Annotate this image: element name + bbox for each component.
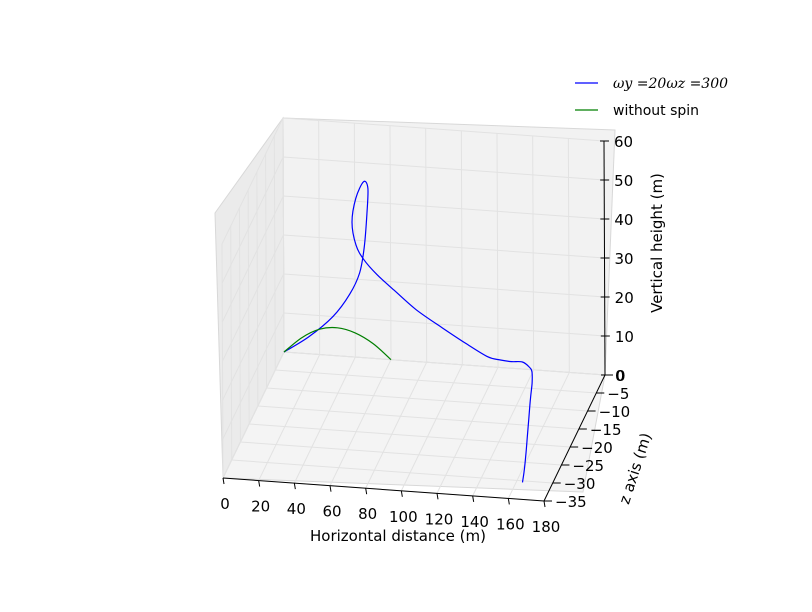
grid-line	[231, 459, 553, 484]
z-tick-label: 30	[615, 250, 634, 268]
z-tick-label: 40	[614, 211, 633, 229]
y-tick-label: −15	[590, 421, 622, 439]
grid-line	[275, 369, 597, 394]
x-tick	[507, 498, 510, 505]
series-line-spin	[283, 180, 533, 483]
vertical-axis: 0 10 20 30 40 50 60	[600, 133, 634, 385]
grid-line	[221, 117, 284, 245]
x-tick-label: 80	[358, 505, 377, 523]
grid-line	[283, 273, 605, 298]
x-tick-label: 0	[220, 495, 230, 513]
z-tick-label: 0	[615, 367, 625, 385]
grid-line	[266, 387, 588, 412]
grid-line	[222, 273, 285, 401]
grid-line	[282, 117, 605, 142]
x-tick	[472, 495, 475, 502]
series-layer	[283, 180, 533, 483]
x-axis-line	[222, 477, 545, 502]
y-tick-label: −20	[581, 439, 613, 457]
x-tick-label: 20	[251, 498, 270, 516]
x-tick	[365, 488, 368, 495]
x-tick	[400, 490, 403, 497]
y-tick-label: −25	[572, 457, 604, 475]
grid-line	[222, 312, 285, 440]
x-tick	[258, 480, 261, 487]
x-tick-label: 180	[532, 518, 561, 536]
z-tick-label: 20	[615, 289, 634, 307]
y-tick-label: −10	[599, 403, 631, 421]
legend-label-spin: ωy =20ωz =300	[613, 76, 728, 92]
y-tick-label: 0	[616, 367, 626, 385]
grid-line	[221, 156, 284, 284]
y-tick-label: −5	[607, 385, 629, 403]
legend-label-nospin: without spin	[613, 103, 699, 119]
grid-line	[283, 156, 605, 181]
grid-line	[283, 351, 606, 376]
z-tick-label: 10	[615, 328, 634, 346]
x-tick	[222, 477, 225, 485]
x-tick-label: 40	[287, 500, 306, 518]
x-tick-label: 160	[496, 515, 525, 533]
x-tick	[436, 493, 439, 500]
grid-line	[293, 356, 356, 484]
grid-line	[472, 369, 535, 497]
z-tick-label: 50	[614, 172, 633, 190]
x-tick	[543, 500, 546, 508]
grid-line	[365, 362, 428, 489]
x-axis: 0 20 40 60 80 100 120 140 160 180	[220, 477, 561, 536]
y-axis-line	[543, 374, 606, 502]
grid-line	[222, 351, 285, 479]
x-tick	[329, 485, 332, 492]
y-tick-label: −35	[555, 493, 587, 511]
grid-line	[258, 354, 321, 481]
grid-line	[436, 367, 499, 494]
z-tick-label: 60	[614, 133, 633, 151]
x-tick	[293, 483, 296, 490]
grid-line	[507, 372, 570, 499]
x-tick-label: 140	[460, 513, 489, 531]
legend: ωy =20ωz =300 without spin	[575, 76, 728, 119]
grid-line	[249, 423, 571, 448]
x-tick-label: 60	[322, 503, 341, 521]
grid-line	[257, 405, 579, 430]
grid-line	[400, 364, 463, 491]
x-tick-label: 120	[425, 510, 454, 528]
grid-line	[221, 195, 284, 323]
x-axis-label: Horizontal distance (m)	[310, 527, 486, 545]
grid-line	[283, 234, 605, 259]
z-axis-label: Vertical height (m)	[648, 173, 666, 313]
grid-line	[222, 234, 284, 362]
grid-line	[329, 359, 392, 486]
y-tick-label: −30	[564, 475, 596, 493]
y-axis-label: z axis (m)	[615, 431, 655, 507]
grid-line	[240, 441, 562, 466]
floor-pane	[222, 351, 606, 493]
grid-line	[283, 312, 605, 337]
series-line-nospin	[283, 326, 392, 361]
x-tick-label: 100	[389, 508, 418, 526]
grid-line	[283, 195, 605, 220]
z-depth-axis: 0−5−10−15−20−25−30−35	[544, 367, 630, 511]
